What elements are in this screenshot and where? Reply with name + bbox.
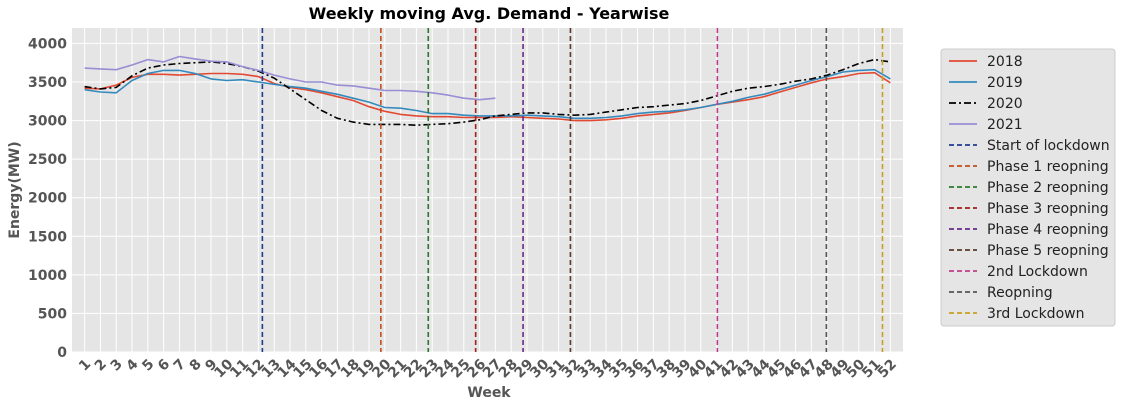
legend-label-phase-5-reopning: Phase 5 reopning — [987, 243, 1109, 259]
x-tick-label: 4 — [123, 356, 141, 374]
legend-label-2021: 2021 — [987, 117, 1023, 133]
x-axis-ticks: 1234567891011121314151617181920212223242… — [76, 356, 900, 381]
legend: 2018 2019 2020 2021 Start of lockdown Phase 1… — [940, 48, 1116, 327]
y-tick-label: 4000 — [28, 36, 67, 52]
y-tick-label: 1000 — [28, 268, 67, 284]
legend-label-start-of-lockdown: Start of lockdown — [987, 138, 1110, 154]
series-lines — [84, 55, 891, 126]
legend-label-reopning: Reopning — [987, 285, 1053, 301]
y-tick-label: 2000 — [28, 191, 67, 207]
series-line-2020 — [84, 58, 891, 126]
y-tick-label: 2500 — [28, 152, 67, 168]
y-tick-label: 500 — [38, 306, 67, 322]
legend-box — [940, 48, 1116, 327]
x-tick-label: 6 — [155, 356, 173, 374]
legend-label-phase-2-reopning: Phase 2 reopning — [987, 180, 1109, 196]
x-tick-label: 2 — [92, 356, 110, 374]
legend-label-3rd-lockdown: 3rd Lockdown — [987, 306, 1084, 322]
y-tick-label: 3000 — [28, 114, 67, 130]
event-markers — [261, 28, 884, 352]
series-line-2019 — [84, 68, 891, 120]
x-tick-label: 8 — [187, 356, 205, 374]
series-line-2021 — [84, 55, 496, 101]
legend-label-2018: 2018 — [987, 54, 1023, 70]
x-tick-label: 7 — [171, 356, 189, 374]
y-tick-label: 0 — [57, 345, 67, 361]
legend-label-2019: 2019 — [987, 75, 1023, 91]
legend-label-2020: 2020 — [987, 96, 1023, 112]
legend-label-phase-4-reopning: Phase 4 reopning — [987, 222, 1109, 238]
legend-label-phase-1-reopning: Phase 1 reopning — [987, 159, 1109, 175]
legend-label-2nd-lockdown: 2nd Lockdown — [987, 264, 1088, 280]
y-axis-label: Energy(MW) — [7, 141, 23, 238]
x-axis-label: Week — [467, 385, 511, 401]
plot-area — [72, 28, 903, 352]
chart-title: Weekly moving Avg. Demand - Yearwise — [309, 4, 670, 23]
y-axis-ticks: 0 500 1000 1500 2000 2500 3000 3500 4000 — [28, 36, 67, 361]
y-tick-label: 3500 — [28, 75, 67, 91]
legend-label-phase-3-reopning: Phase 3 reopning — [987, 201, 1109, 217]
x-tick-label: 1 — [76, 356, 94, 374]
y-tick-label: 1500 — [28, 229, 67, 245]
x-tick-label: 52 — [875, 356, 900, 381]
x-tick-label: 5 — [139, 356, 157, 374]
x-tick-label: 3 — [108, 356, 126, 374]
